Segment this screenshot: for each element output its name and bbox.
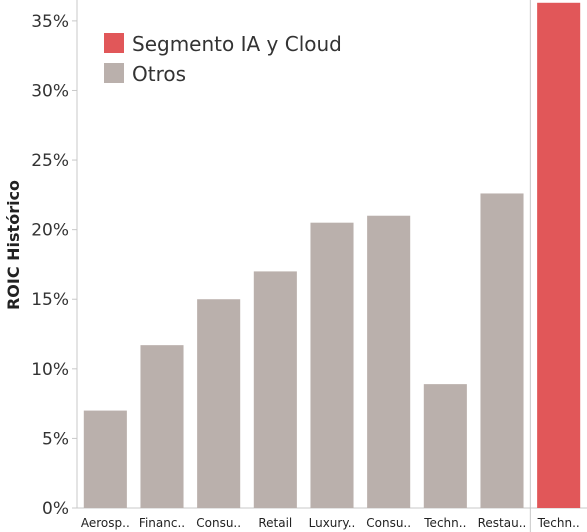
x-tick-label: Restau.. [478, 516, 527, 530]
y-tick-label: 20% [31, 221, 69, 241]
y-axis: 0% 5% 10% 15% 20% 25% 30% 35% [31, 0, 587, 532]
x-tick-label: Retail [258, 516, 292, 530]
bar-6 [367, 215, 411, 509]
y-tick-label: 35% [31, 12, 69, 32]
bar-2 [140, 345, 184, 508]
bars [83, 2, 581, 509]
y-axis-title: ROIC Histórico [4, 180, 23, 310]
legend-swatch [104, 33, 124, 53]
x-tick-label: Consu.. [196, 516, 241, 530]
x-tick-label: Aerosp.. [81, 516, 130, 530]
bar-5 [310, 222, 354, 508]
x-axis: Aerosp.. Financ.. Consu.. Retail Luxury.. Con… [81, 516, 580, 530]
x-tick-label: Techn.. [423, 516, 466, 530]
legend-label: Otros [132, 62, 186, 86]
y-tick-label: 0% [42, 499, 69, 519]
legend-swatch [104, 63, 124, 83]
bar-1 [83, 410, 127, 508]
y-tick-label: 15% [31, 290, 69, 310]
legend-label: Segmento IA y Cloud [132, 32, 342, 56]
bar-3 [197, 299, 241, 508]
x-tick-label: Techn.. [537, 516, 580, 530]
x-tick-label: Luxury.. [309, 516, 356, 530]
legend: Segmento IA y Cloud Otros [104, 32, 342, 86]
y-tick-label: 10% [31, 360, 69, 380]
y-tick-label: 30% [31, 81, 69, 101]
y-tick-label: 25% [31, 151, 69, 171]
bar-8 [480, 193, 524, 509]
x-tick-label: Financ.. [139, 516, 185, 530]
x-tick-label: Consu.. [366, 516, 411, 530]
bar-7 [423, 384, 467, 508]
y-tick-label: 5% [42, 429, 69, 449]
bar-9 [537, 2, 581, 508]
bar-4 [253, 271, 297, 508]
